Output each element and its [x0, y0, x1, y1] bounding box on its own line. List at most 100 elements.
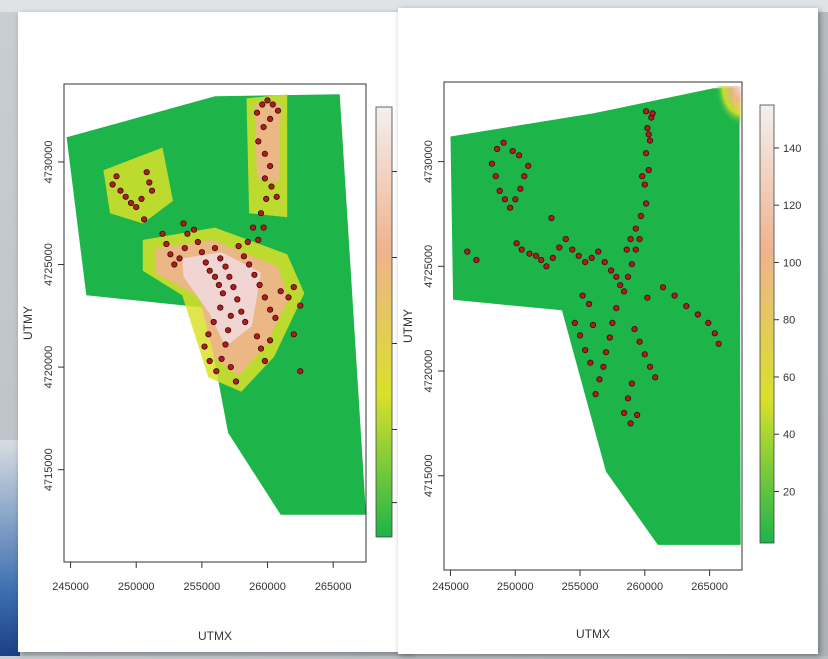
sample-point [297, 368, 304, 375]
sample-point [232, 378, 240, 385]
sample-point [516, 152, 523, 159]
sample-point [556, 244, 563, 251]
sample-point [297, 302, 304, 309]
sample-point [596, 376, 603, 383]
sample-point [253, 109, 261, 116]
sample-point [501, 196, 509, 203]
sample-point [260, 124, 267, 131]
elevation-map-chart: 245000 250000 255000 260000 265000 4715000 472… [21, 83, 397, 643]
sample-point [582, 259, 589, 266]
sample-point [632, 246, 639, 253]
sample-point [518, 246, 525, 253]
sample-point [575, 252, 582, 259]
sample-point [602, 349, 610, 356]
sample-point [167, 251, 174, 258]
sample-point [159, 230, 166, 237]
sample-point [190, 226, 198, 233]
sample-point [627, 420, 634, 427]
sample-point [592, 390, 599, 398]
sample-point [521, 173, 528, 180]
sample-point [227, 312, 234, 319]
sample-point [210, 318, 217, 326]
sample-point [272, 314, 279, 321]
sample-point [643, 108, 650, 115]
sample-point [715, 340, 722, 347]
sample-point [512, 196, 519, 203]
sample-point [163, 240, 170, 248]
sample-point [628, 261, 635, 268]
sample-point [576, 332, 584, 339]
sample-point [261, 150, 268, 157]
plot-frame [443, 81, 743, 571]
colorbar [375, 106, 393, 538]
sample-point [240, 253, 247, 260]
colorbar [759, 104, 775, 544]
sample-point [496, 187, 503, 194]
sample-point [171, 261, 178, 268]
sample-point [261, 357, 268, 365]
right-plot-panel: 245000 250000 255000 260000 265000 4715000 472… [398, 8, 818, 654]
sample-point [290, 283, 297, 291]
sample-point [226, 273, 233, 280]
colorbar-tick-label: 120 [783, 200, 801, 212]
sample-point [217, 304, 224, 311]
x-tick-label: 245000 [432, 581, 469, 593]
sample-point [494, 145, 501, 153]
y-tick-label: 4725000 [423, 245, 435, 288]
sample-point [251, 271, 258, 278]
distance-map-chart: 245000 250000 255000 260000 265000 4715000 472… [401, 81, 801, 641]
colorbar-tick-label: 100 [783, 257, 801, 269]
sample-point [143, 169, 150, 176]
sample-point [645, 166, 652, 174]
x-tick-label: 260000 [626, 581, 663, 593]
sample-point [641, 351, 648, 358]
sample-point [683, 302, 690, 310]
sample-point [543, 263, 550, 270]
sample-point [500, 139, 507, 146]
sample-point [109, 181, 116, 188]
x-tick-label: 250000 [497, 581, 534, 593]
sample-point [646, 363, 654, 370]
terrain-patch-1 [103, 147, 173, 224]
sample-point [260, 224, 267, 231]
sample-point [643, 200, 650, 207]
sample-point [219, 290, 226, 297]
sample-point [255, 236, 262, 243]
sample-point [532, 252, 540, 259]
sample-point [624, 395, 632, 402]
sample-point [263, 195, 270, 202]
sample-point [600, 363, 607, 370]
sample-point [649, 110, 656, 117]
background-left-pane [0, 440, 20, 656]
sample-point [601, 259, 608, 266]
sample-point [176, 255, 183, 262]
sample-point [269, 101, 276, 108]
sample-point [201, 343, 208, 350]
colorbar-tick-label: 20 [783, 486, 795, 498]
x-tick-label: 250000 [118, 581, 155, 593]
sample-point [525, 162, 532, 169]
sample-point [194, 238, 201, 246]
sample-point [213, 368, 220, 375]
sample-point [589, 321, 597, 329]
sample-point [180, 220, 187, 227]
sample-point [222, 341, 229, 348]
sample-point [586, 300, 593, 308]
sample-point [549, 254, 556, 261]
sample-point [613, 305, 620, 312]
sample-point [624, 273, 632, 280]
sample-point [261, 294, 268, 301]
sample-point [641, 181, 648, 188]
sample-point [562, 236, 569, 243]
sample-point [117, 187, 124, 194]
sample-point [652, 374, 659, 381]
sample-point [705, 319, 712, 326]
sample-point [290, 331, 297, 338]
sample-point [267, 163, 274, 170]
x-tick-label: 265000 [315, 581, 352, 593]
sample-point [206, 357, 213, 365]
colorbar-tick-label: 40 [783, 429, 795, 441]
sample-point [211, 273, 219, 280]
sample-point [488, 160, 496, 167]
sample-point [259, 101, 266, 108]
